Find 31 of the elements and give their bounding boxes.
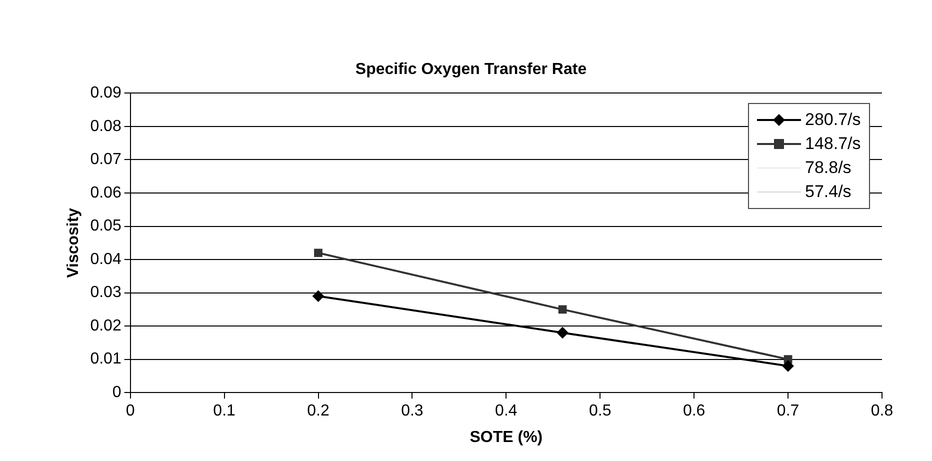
y-tick-label: 0.09	[90, 84, 122, 102]
x-tick-label: 0.2	[307, 402, 330, 420]
x-tick-label: 0	[126, 402, 135, 420]
x-tick-label: 0.1	[213, 402, 236, 420]
y-tick-label: 0.08	[90, 118, 122, 135]
legend-label: 148.7/s	[805, 134, 861, 154]
x-tick-label: 0.6	[682, 402, 706, 420]
y-axis-title: Viscosity	[65, 208, 82, 278]
point	[782, 360, 794, 372]
y-tick-label: 0.05	[90, 218, 122, 235]
legend-label: 280.7/s	[805, 110, 861, 130]
y-tick-label: 0.02	[90, 317, 122, 334]
x-tick-label: 0.3	[401, 402, 424, 420]
legend-label: 78.8/s	[805, 158, 852, 178]
point	[312, 290, 324, 302]
y-tick-label: 0.01	[90, 350, 122, 368]
y-tick-label: 0.03	[90, 284, 122, 302]
x-tick-label: 0.4	[495, 402, 518, 420]
legend-label: 57.4/s	[805, 182, 852, 202]
point	[314, 248, 322, 258]
x-axis-title: SOTE (%)	[470, 428, 543, 446]
y-tick-label: 0.07	[90, 151, 122, 168]
y-tick-label: 0.04	[90, 250, 122, 268]
y-tick-label: 0	[112, 384, 122, 402]
y-tick-label: 0.06	[90, 184, 122, 202]
point	[558, 305, 567, 314]
x-tick-label: 0.5	[589, 402, 612, 420]
x-tick-label: 0.8	[870, 402, 894, 420]
chart-title: Specific Oxygen Transfer Rate	[355, 61, 587, 78]
x-tick-label: 0.7	[776, 402, 800, 420]
point	[557, 327, 568, 338]
